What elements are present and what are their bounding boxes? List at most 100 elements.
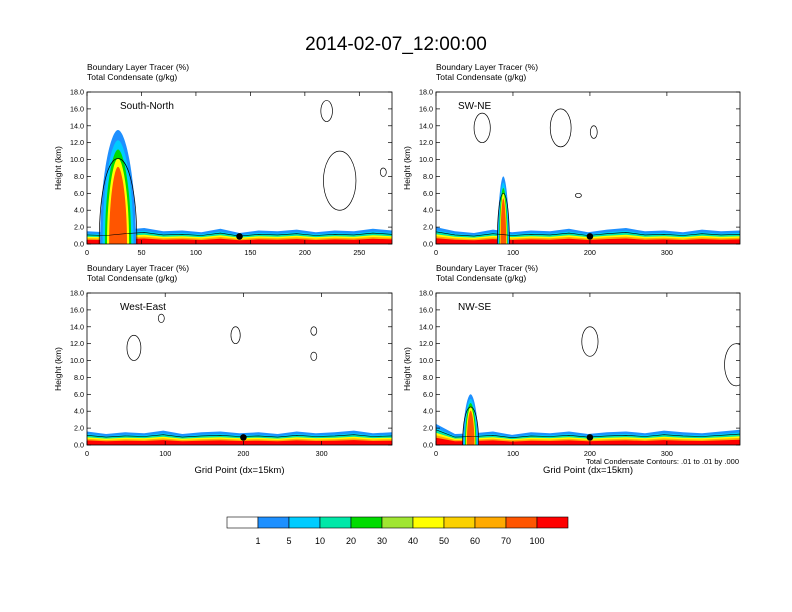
x-tick-label: 200 <box>237 449 249 458</box>
cross-section-label: NW-SE <box>458 302 491 313</box>
colorbar: 1 5 10 20 30 40 50 60 70 100 <box>226 516 569 546</box>
colorbar-label: 1 <box>255 536 260 546</box>
y-tick-label: 16.0 <box>70 104 84 113</box>
y-tick-label: 0.0 <box>74 240 84 249</box>
y-tick-label: 2.0 <box>74 223 84 232</box>
tracer-band <box>436 238 740 244</box>
colorbar-swatch <box>226 516 259 529</box>
colorbar-label: 100 <box>529 536 544 546</box>
y-tick-label: 8.0 <box>423 172 433 181</box>
colorbar-label: 10 <box>315 536 325 546</box>
x-axis-label: Grid Point (dx=15km) <box>194 465 284 476</box>
panel-header-condensate: Total Condensate (g/kg) <box>87 72 177 82</box>
y-tick-label: 14.0 <box>419 121 433 130</box>
condensate-contour <box>496 193 510 244</box>
y-tick-label: 4.0 <box>74 407 84 416</box>
cloud-contour <box>310 351 318 361</box>
panel-sw-ne: Boundary Layer Tracer (%)Total Condensat… <box>402 62 741 257</box>
x-tick-label: 50 <box>137 248 145 257</box>
colorbar-swatch <box>505 516 538 529</box>
panel-header-tracer: Boundary Layer Tracer (%) <box>87 263 189 273</box>
y-tick-label: 2.0 <box>74 424 84 433</box>
location-marker <box>586 233 594 240</box>
x-tick-label: 200 <box>584 449 596 458</box>
x-tick-label: 250 <box>353 248 365 257</box>
colorbar-swatch <box>443 516 476 529</box>
panel-south-north: Boundary Layer Tracer (%)Total Condensat… <box>53 62 393 257</box>
cloud-contour <box>323 150 357 211</box>
cloud-contour <box>126 334 142 361</box>
colorbar-label: 40 <box>408 536 418 546</box>
y-tick-label: 18.0 <box>70 289 84 298</box>
y-tick-label: 4.0 <box>423 206 433 215</box>
y-tick-label: 18.0 <box>70 88 84 97</box>
cloud-contour <box>575 192 582 198</box>
y-tick-label: 8.0 <box>74 373 84 382</box>
colorbar-swatch <box>288 516 321 529</box>
convective-plume <box>500 198 507 244</box>
tracer-band <box>87 238 392 244</box>
colorbar-label: 30 <box>377 536 387 546</box>
figure-title: 2014-02-07_12:00:00 <box>305 34 487 55</box>
colorbar-swatch <box>257 516 290 529</box>
y-tick-label: 6.0 <box>423 189 433 198</box>
cloud-contour <box>379 167 387 177</box>
y-tick-label: 18.0 <box>419 88 433 97</box>
x-tick-label: 0 <box>85 248 89 257</box>
colorbar-label: 60 <box>470 536 480 546</box>
cloud-contour <box>589 125 598 139</box>
colorbar-label: 5 <box>286 536 291 546</box>
y-tick-label: 0.0 <box>423 240 433 249</box>
y-tick-label: 10.0 <box>419 356 433 365</box>
y-tick-label: 0.0 <box>423 441 433 450</box>
x-tick-label: 0 <box>85 449 89 458</box>
y-tick-label: 18.0 <box>419 289 433 298</box>
condensate-contour <box>462 406 480 445</box>
tracer-field <box>436 108 740 244</box>
y-tick-label: 14.0 <box>419 322 433 331</box>
colorbar-label: 50 <box>439 536 449 546</box>
tracer-band <box>87 440 392 445</box>
tracer-field <box>87 313 392 445</box>
panel-west-east: Boundary Layer Tracer (%)Total Condensat… <box>53 263 393 476</box>
x-axis-label: Grid Point (dx=15km) <box>543 465 633 476</box>
y-tick-label: 4.0 <box>423 407 433 416</box>
plot-frame <box>435 292 741 446</box>
y-tick-label: 16.0 <box>419 104 433 113</box>
cloud-contour <box>157 313 165 323</box>
tracer-field <box>436 326 740 445</box>
cloud-contour <box>581 326 599 357</box>
colorbar-swatch <box>381 516 414 529</box>
cloud-contour <box>320 100 333 122</box>
x-tick-label: 100 <box>507 449 519 458</box>
y-tick-label: 10.0 <box>70 356 84 365</box>
y-tick-label: 10.0 <box>419 155 433 164</box>
y-tick-label: 16.0 <box>70 305 84 314</box>
y-tick-label: 12.0 <box>70 138 84 147</box>
x-tick-label: 150 <box>244 248 256 257</box>
y-axis-label: Height (km) <box>53 146 63 190</box>
y-tick-label: 8.0 <box>423 373 433 382</box>
y-tick-label: 10.0 <box>70 155 84 164</box>
y-tick-label: 14.0 <box>70 322 84 331</box>
x-tick-label: 300 <box>661 449 673 458</box>
location-marker <box>586 434 594 441</box>
x-tick-label: 100 <box>507 248 519 257</box>
location-marker <box>240 434 247 441</box>
y-tick-label: 12.0 <box>419 339 433 348</box>
contour-footnote: Total Condensate Contours: .01 to .01 by… <box>586 457 739 466</box>
plot-frame <box>86 91 393 245</box>
colorbar-swatch <box>536 516 569 529</box>
x-tick-label: 200 <box>299 248 311 257</box>
y-axis-label: Height (km) <box>402 347 412 391</box>
panel-header-condensate: Total Condensate (g/kg) <box>436 72 526 82</box>
y-tick-label: 12.0 <box>70 339 84 348</box>
colorbar-label: 70 <box>501 536 511 546</box>
panel-header-condensate: Total Condensate (g/kg) <box>87 273 177 283</box>
location-marker <box>236 233 243 240</box>
x-tick-label: 0 <box>434 449 438 458</box>
y-tick-label: 16.0 <box>419 305 433 314</box>
colorbar-swatch <box>474 516 507 529</box>
panel-header-tracer: Boundary Layer Tracer (%) <box>87 62 189 72</box>
